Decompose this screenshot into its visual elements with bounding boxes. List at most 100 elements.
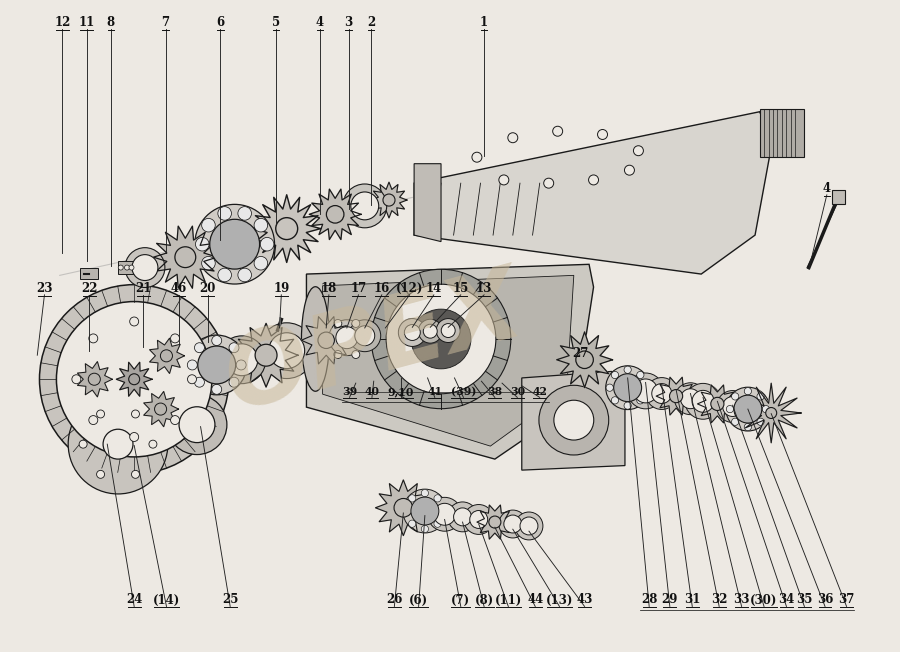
Circle shape: [210, 219, 259, 269]
Text: ОРЕХ: ОРЕХ: [214, 259, 533, 432]
Circle shape: [439, 507, 446, 514]
Circle shape: [129, 374, 140, 385]
Circle shape: [726, 387, 770, 431]
Text: 4: 4: [316, 16, 324, 29]
Circle shape: [179, 407, 215, 443]
Circle shape: [598, 130, 608, 140]
Text: 43: 43: [576, 593, 593, 606]
Circle shape: [515, 512, 543, 540]
Text: (11): (11): [495, 593, 522, 606]
Text: 9,10: 9,10: [388, 387, 414, 398]
Circle shape: [680, 389, 700, 409]
Text: 32: 32: [711, 593, 727, 606]
Circle shape: [539, 385, 608, 455]
Circle shape: [187, 360, 197, 370]
Circle shape: [576, 351, 593, 368]
Circle shape: [454, 508, 472, 526]
Circle shape: [260, 237, 274, 251]
Polygon shape: [116, 363, 152, 396]
Circle shape: [544, 178, 554, 188]
Polygon shape: [118, 261, 134, 274]
Circle shape: [218, 268, 231, 282]
Text: 41: 41: [428, 387, 442, 398]
Circle shape: [652, 383, 671, 404]
Circle shape: [383, 194, 395, 206]
Circle shape: [155, 403, 166, 415]
Text: 18: 18: [320, 282, 337, 295]
Text: 44: 44: [527, 593, 544, 606]
Text: 22: 22: [81, 282, 97, 295]
Text: 16: 16: [374, 282, 390, 295]
Polygon shape: [557, 332, 613, 388]
Circle shape: [334, 351, 342, 359]
Text: 19: 19: [274, 282, 290, 295]
Text: 6: 6: [216, 16, 224, 29]
Circle shape: [125, 248, 165, 288]
Circle shape: [212, 385, 221, 394]
Circle shape: [130, 432, 139, 441]
Text: 14: 14: [426, 282, 442, 295]
Circle shape: [611, 396, 618, 404]
Text: (6): (6): [409, 593, 428, 606]
Circle shape: [104, 429, 133, 459]
Polygon shape: [310, 189, 361, 239]
Text: 38: 38: [487, 387, 502, 398]
Circle shape: [411, 309, 471, 369]
Circle shape: [554, 400, 594, 440]
Circle shape: [404, 325, 420, 340]
Circle shape: [194, 378, 204, 387]
Circle shape: [72, 375, 81, 384]
Circle shape: [325, 335, 333, 343]
Polygon shape: [302, 317, 351, 364]
Circle shape: [129, 265, 134, 270]
Circle shape: [394, 499, 413, 517]
Text: 24: 24: [126, 593, 142, 606]
Text: (39): (39): [451, 387, 476, 398]
Circle shape: [674, 383, 706, 415]
Circle shape: [349, 320, 381, 351]
Polygon shape: [153, 226, 217, 288]
Text: (13): (13): [545, 593, 573, 606]
Text: 15: 15: [453, 282, 469, 295]
Circle shape: [259, 323, 315, 379]
Ellipse shape: [302, 287, 329, 391]
Circle shape: [254, 218, 267, 232]
Polygon shape: [522, 372, 625, 470]
Circle shape: [171, 334, 179, 343]
Circle shape: [269, 333, 305, 368]
Text: 40: 40: [364, 387, 380, 398]
Polygon shape: [77, 362, 112, 397]
Text: 11: 11: [78, 16, 94, 29]
Circle shape: [447, 502, 478, 532]
Text: 25: 25: [222, 593, 239, 606]
Text: 30: 30: [509, 387, 525, 398]
Circle shape: [624, 402, 631, 409]
Circle shape: [634, 146, 643, 156]
Circle shape: [723, 396, 742, 417]
Circle shape: [171, 415, 179, 424]
Text: 42: 42: [532, 387, 547, 398]
Polygon shape: [760, 108, 805, 157]
Circle shape: [355, 326, 374, 346]
Circle shape: [275, 218, 298, 239]
Circle shape: [167, 395, 227, 454]
Circle shape: [318, 332, 335, 349]
Circle shape: [614, 374, 642, 402]
Circle shape: [40, 285, 229, 474]
Circle shape: [131, 410, 140, 418]
Text: 3: 3: [345, 16, 353, 29]
Circle shape: [96, 410, 104, 418]
Circle shape: [343, 184, 387, 228]
Circle shape: [218, 336, 266, 383]
Circle shape: [399, 319, 427, 346]
Circle shape: [553, 126, 562, 136]
Circle shape: [187, 335, 247, 395]
Circle shape: [195, 237, 209, 251]
Circle shape: [434, 495, 441, 502]
Polygon shape: [322, 275, 574, 446]
Text: 27: 27: [572, 347, 589, 360]
Circle shape: [130, 317, 139, 326]
Circle shape: [744, 387, 752, 395]
Circle shape: [361, 335, 369, 343]
Polygon shape: [144, 391, 178, 427]
